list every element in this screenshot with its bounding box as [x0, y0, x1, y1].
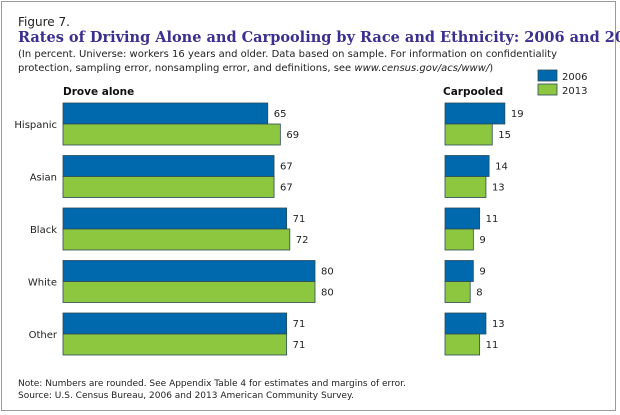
data-label: 9 — [479, 267, 485, 278]
legend-swatch-2006 — [537, 69, 558, 82]
footnotes: Note: Numbers are rounded. See Appendix … — [18, 378, 406, 402]
bar-2006 — [444, 207, 481, 230]
bar-2013 — [444, 281, 471, 303]
data-label: 69 — [286, 130, 299, 141]
bar-2006 — [444, 260, 474, 282]
bar-2013 — [62, 333, 288, 356]
category-label: Hispanic — [14, 120, 57, 131]
data-label: 11 — [486, 340, 499, 351]
bar-2006 — [62, 155, 275, 177]
data-label: 9 — [479, 235, 485, 246]
bar-2006 — [62, 102, 269, 125]
bar-2006 — [444, 102, 506, 125]
bar-2006 — [444, 155, 490, 177]
data-label: 80 — [321, 267, 334, 278]
legend-label: 2006 — [562, 72, 587, 83]
data-label: 15 — [498, 130, 511, 141]
data-label: 71 — [293, 214, 306, 225]
data-label: 80 — [321, 288, 334, 299]
figure-label: Figure 7. — [18, 15, 70, 29]
data-label: 72 — [296, 235, 309, 246]
data-label: 11 — [486, 214, 499, 225]
data-label: 71 — [293, 319, 306, 330]
data-label: 13 — [492, 319, 505, 330]
data-label: 67 — [280, 162, 293, 173]
bar-2013 — [444, 228, 474, 251]
bar-2006 — [62, 312, 288, 335]
source-text: Source: U.S. Census Bureau, 2006 and 201… — [18, 391, 354, 401]
category-label: Black — [30, 225, 57, 236]
category-label: Asian — [30, 173, 57, 184]
subtitle-link: www.census.gov/acs/www/ — [354, 63, 490, 74]
data-label: 8 — [476, 288, 482, 299]
subtitle-end: ) — [489, 63, 494, 74]
panel-title: Drove alone — [63, 86, 134, 98]
bar-2013 — [62, 228, 291, 251]
note-text: Note: Numbers are rounded. See Appendix … — [18, 379, 406, 389]
legend-label: 2013 — [562, 86, 587, 97]
bar-2013 — [62, 281, 316, 303]
category-label: Other — [29, 330, 58, 341]
chart-subtitle: (In percent. Universe: workers 16 years … — [18, 48, 613, 76]
bar-2013 — [62, 123, 281, 146]
subtitle-text: (In percent. Universe: workers 16 years … — [18, 49, 558, 74]
bar-2013 — [444, 176, 487, 198]
data-label: 67 — [280, 183, 293, 194]
data-label: 19 — [511, 109, 524, 120]
category-label: White — [28, 278, 57, 289]
panel-title: Carpooled — [443, 86, 503, 98]
bar-2006 — [62, 207, 288, 230]
data-label: 14 — [495, 162, 508, 173]
bar-2006 — [444, 312, 487, 335]
bar-2006 — [62, 260, 316, 282]
bar-2013 — [444, 123, 493, 146]
chart-title: Rates of Driving Alone and Carpooling by… — [18, 29, 620, 46]
data-label: 13 — [492, 183, 505, 194]
data-label: 65 — [274, 109, 287, 120]
bar-2013 — [444, 333, 481, 356]
bar-2013 — [62, 176, 275, 198]
legend-swatch-2013 — [537, 83, 558, 96]
data-label: 71 — [293, 340, 306, 351]
